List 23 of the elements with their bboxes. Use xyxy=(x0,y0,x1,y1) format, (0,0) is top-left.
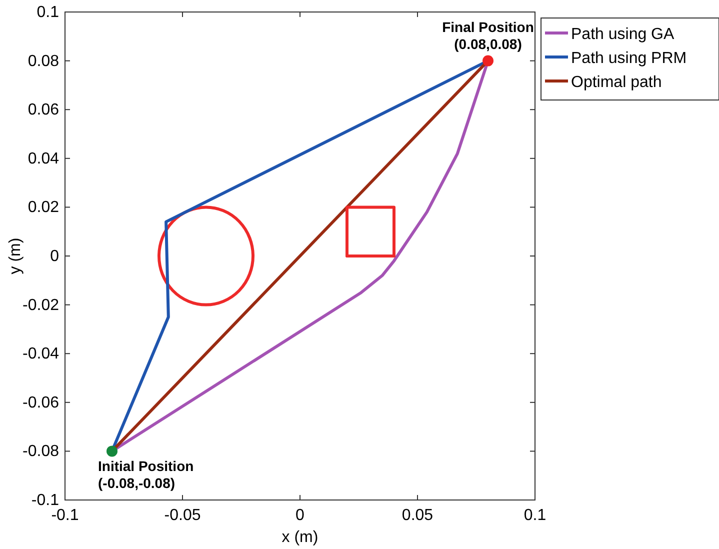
y-tick-label: -0.06 xyxy=(22,394,60,412)
y-tick-label: 0.1 xyxy=(36,4,60,21)
annotation: Initial Position (-0.08,-0.08) xyxy=(98,458,194,492)
annotation: Final Position (0.08,0.08) xyxy=(442,18,534,52)
legend-label: Path using GA xyxy=(571,26,674,43)
x-axis-title: x (m) xyxy=(282,529,318,546)
y-tick-label: 0.04 xyxy=(28,150,60,168)
y-tick-label: 0.06 xyxy=(28,102,60,119)
x-tick-label: 0.05 xyxy=(402,507,434,524)
legend-label: Optimal path xyxy=(571,74,662,91)
y-tick-label: -0.02 xyxy=(22,296,60,314)
y-tick-label: -0.08 xyxy=(22,443,60,460)
x-tick-label: -0.1 xyxy=(51,507,79,524)
y-tick-label: 0 xyxy=(50,248,60,265)
x-tick-label: 0 xyxy=(296,507,305,524)
x-tick-label: -0.05 xyxy=(164,507,201,524)
y-tick-label: -0.1 xyxy=(31,492,60,509)
y-tick-label: 0.08 xyxy=(28,52,60,70)
y-tick-label: 0.02 xyxy=(28,199,60,216)
y-axis-title: y (m) xyxy=(7,238,24,274)
y-tick-label: -0.04 xyxy=(22,346,60,363)
legend-label: Path using PRM xyxy=(571,50,687,67)
x-tick-label: 0.1 xyxy=(524,507,546,524)
